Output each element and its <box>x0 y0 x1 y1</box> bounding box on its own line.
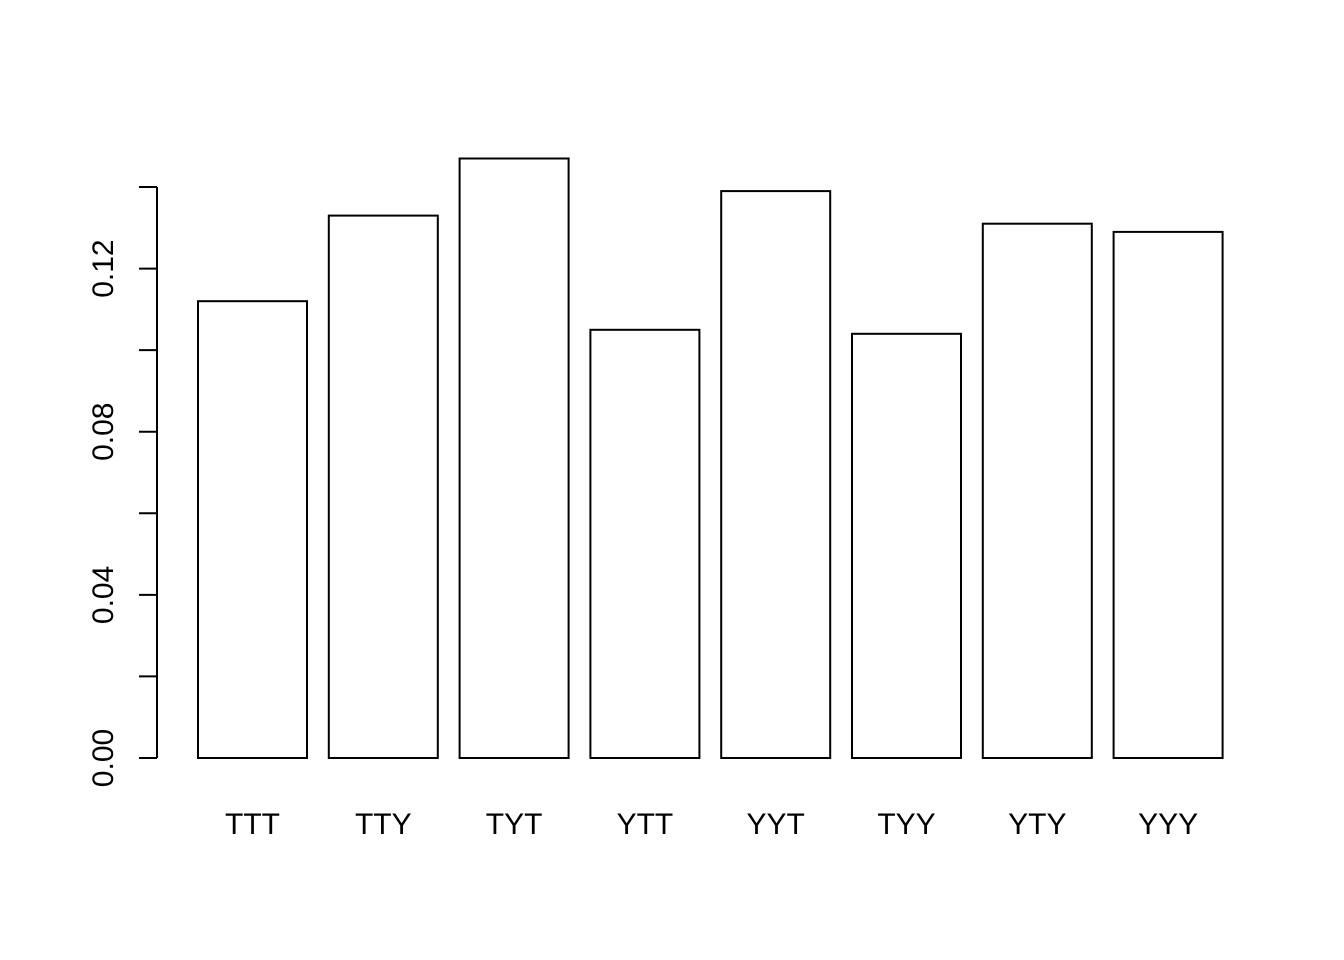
y-tick-label: 0.08 <box>87 403 120 461</box>
x-axis-labels: TTT TTY TYT YTT YYT TYY YTY YYY <box>225 808 1198 841</box>
bar-yyt <box>720 190 832 760</box>
y-axis: 0.00 0.04 0.08 0.12 <box>87 186 158 787</box>
bar-ytt <box>589 328 701 759</box>
x-tick-label-yyt: YYT <box>747 808 805 841</box>
x-tick-label-tyy: TYY <box>877 808 935 841</box>
bar-yyy <box>1112 230 1224 759</box>
x-tick-label-yty: YTY <box>1008 808 1066 841</box>
bar-yty <box>981 222 1093 759</box>
bar-tyy <box>851 332 962 759</box>
x-tick-label-yyy: YYY <box>1138 808 1198 841</box>
bar-tyt <box>458 157 570 759</box>
bar-ttt <box>197 300 308 759</box>
bar-tty <box>327 214 439 760</box>
y-tick-label: 0.12 <box>87 239 120 297</box>
y-tick-label: 0.04 <box>87 566 120 624</box>
x-tick-label-tyt: TYT <box>486 808 543 841</box>
x-tick-label-tty: TTY <box>355 808 412 841</box>
x-tick-label-ttt: TTT <box>225 808 280 841</box>
bars-group <box>197 157 1224 760</box>
x-tick-label-ytt: YTT <box>617 808 674 841</box>
y-tick-label: 0.00 <box>87 729 120 787</box>
